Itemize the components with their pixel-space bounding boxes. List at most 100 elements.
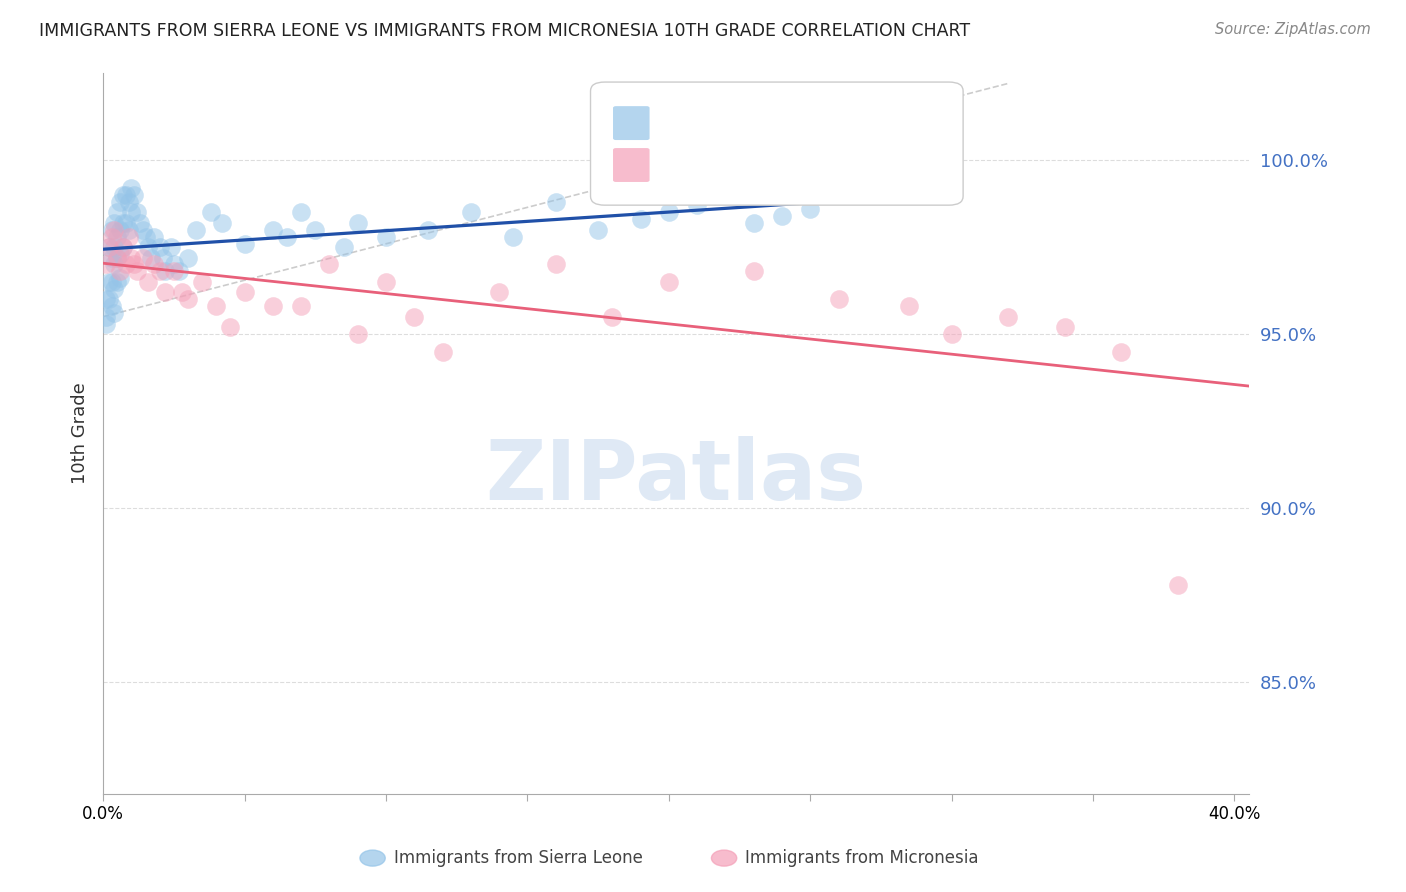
Point [233,285,256,300]
Point [544,194,567,209]
Point [125,264,148,278]
Point [141,251,163,265]
Point [103,306,125,320]
Point [276,229,298,244]
Point [149,240,172,254]
Point [97,293,120,307]
Point [108,264,131,278]
Point [100,299,122,313]
Point [103,222,125,236]
Point [94,310,117,324]
Point [460,205,482,219]
Point [332,240,354,254]
Point [129,216,152,230]
Point [114,257,136,271]
Point [103,216,125,230]
Text: N = 43: N = 43 [813,156,876,174]
Point [163,257,186,271]
Point [103,282,125,296]
Point [290,299,312,313]
Point [105,275,128,289]
Point [138,275,160,289]
Point [586,222,609,236]
Point [742,216,765,230]
Point [100,229,122,244]
Y-axis label: 10th Grade: 10th Grade [72,383,89,484]
Text: R =  0.254: R = 0.254 [658,114,754,132]
Point [94,293,117,307]
Point [97,240,120,254]
Point [600,310,623,324]
Point [111,240,134,254]
Point [177,293,200,307]
Point [630,212,652,227]
Point [169,264,191,278]
Point [742,264,765,278]
Point [94,317,117,331]
Point [100,222,122,236]
Point [122,257,145,271]
Point [262,299,284,313]
Point [346,327,368,342]
Point [186,222,208,236]
Text: Immigrants from Micronesia: Immigrants from Micronesia [745,849,979,867]
Point [105,251,128,265]
Point [111,187,134,202]
Point [135,229,157,244]
Point [172,285,194,300]
Point [941,327,963,342]
Text: N = 70: N = 70 [813,114,876,132]
Point [111,240,134,254]
Point [108,247,131,261]
Point [211,216,233,230]
Text: Immigrants from Sierra Leone: Immigrants from Sierra Leone [394,849,643,867]
Point [132,251,155,265]
Point [120,181,142,195]
Point [160,240,183,254]
Point [658,205,681,219]
Point [125,205,148,219]
Point [262,222,284,236]
Point [97,240,120,254]
Point [658,275,681,289]
Point [120,251,142,265]
Point [191,275,214,289]
Point [105,229,128,244]
Point [502,229,524,244]
Point [898,299,921,313]
Point [94,257,117,271]
Point [117,194,139,209]
Point [108,271,131,285]
Point [544,257,567,271]
Point [120,205,142,219]
Point [219,320,242,334]
Point [117,229,139,244]
Point [714,187,737,202]
Point [432,344,454,359]
Point [205,299,228,313]
Point [108,194,131,209]
Point [418,222,440,236]
Point [1053,320,1076,334]
Point [155,285,177,300]
Point [108,222,131,236]
Point [122,187,145,202]
Point [114,216,136,230]
Point [155,264,177,278]
Text: R = -0.165: R = -0.165 [658,156,755,174]
Point [152,251,174,265]
Point [827,293,849,307]
Point [375,275,398,289]
Point [138,240,160,254]
Point [404,310,426,324]
Point [346,216,368,230]
Point [1111,344,1133,359]
Point [132,222,155,236]
Point [117,222,139,236]
Point [105,205,128,219]
Point [143,257,166,271]
Point [1167,578,1189,592]
Text: ZIPatlas: ZIPatlas [485,436,866,517]
Point [290,205,312,219]
Point [997,310,1019,324]
